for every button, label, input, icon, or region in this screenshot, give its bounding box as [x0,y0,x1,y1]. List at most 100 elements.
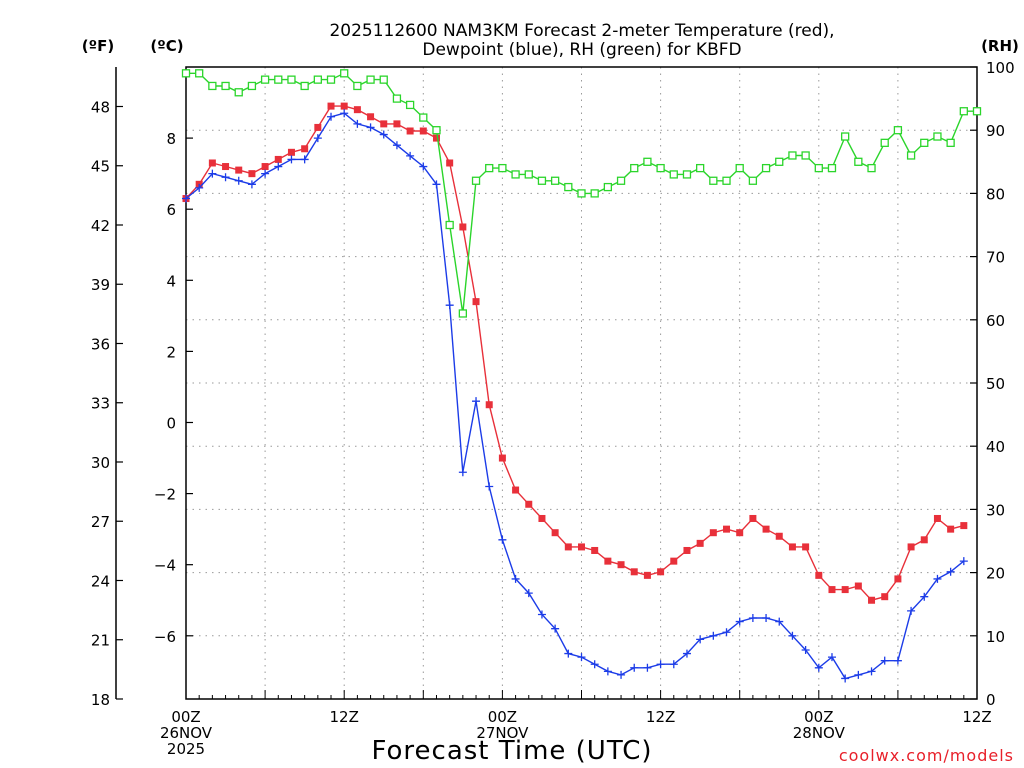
rh-point [630,163,639,173]
dewpoint-point [392,141,401,150]
dewpoint-point [617,670,626,679]
rh-point [340,69,349,78]
temperature-point [933,514,941,522]
temperature-point [459,223,467,231]
rh-point [471,176,481,185]
celsius-tick-label: 8 [166,130,176,148]
dewpoint-point [221,173,230,182]
dewpoint-point [498,535,507,544]
temperature-point [261,163,269,171]
rh-point [537,176,547,185]
dewpoint-point [353,119,362,128]
rh-point [880,138,889,147]
rh-point [643,157,652,166]
dewpoint-point [696,635,705,644]
rh-point [287,75,296,84]
temperature-point [472,298,480,306]
dewpoint-point [656,660,665,669]
temperature-point [446,159,454,167]
rh-tick-label: 60 [986,312,1005,330]
temperature-point [367,113,375,121]
fahrenheit-tick-label: 42 [91,217,110,235]
rh-point [854,157,863,166]
rh-point [656,163,665,173]
rh-point [208,81,217,91]
dewpoint-point [537,610,546,619]
rh-point [379,75,388,84]
source-credit: coolwx.com/models [839,746,1014,765]
rh-point [221,81,230,91]
rh-point [498,163,507,173]
temperature-point [881,593,889,601]
rh-point [181,69,191,78]
rh-point [959,107,968,116]
rh-point [260,75,270,84]
rh-point [577,189,586,198]
temperature-point [235,166,243,174]
rh-point [709,176,718,185]
rh-point [775,157,784,166]
dewpoint-point [195,183,204,192]
dewpoint-point [920,592,929,601]
temperature-point [657,568,665,576]
temperature-point [920,536,928,544]
dewpoint-point [735,617,744,626]
temperature-point [947,525,955,533]
temperature-point [551,529,559,537]
temperature-point [498,454,506,462]
rh-point [920,138,929,147]
dewpoint-point [432,180,441,189]
temperature-point [380,120,388,128]
x-tick-label: 12Z [962,708,991,726]
rh-point [722,176,731,185]
temperature-point [960,522,968,530]
celsius-tick-label: 0 [166,414,176,432]
temperature-line [185,105,964,601]
rh-point [366,75,375,84]
dewpoint-point [709,631,718,640]
x-axis-title: Forecast Time (UTC) [371,736,652,766]
rh-point [603,182,613,192]
temperature-point [248,170,256,178]
dewpoint-point [182,194,190,203]
temperature-point [564,543,572,551]
rh-point [432,126,441,135]
temperature-point [762,525,770,533]
rh-point [234,88,243,97]
rh-point [300,81,309,91]
temperature-point [868,596,876,604]
dewpoint-point [524,589,533,598]
fahrenheit-tick-label: 24 [91,572,110,590]
rh-tick-label: 90 [986,122,1005,140]
rh-point [814,163,823,173]
rh-point [195,69,204,78]
celsius-tick-label: 4 [166,272,176,290]
rh-tick-label: 100 [986,59,1015,77]
rh-point [616,176,626,185]
chart-title-line-2: Dewpoint (blue), RH (green) for KBFD [422,40,741,60]
dewpoint-point [445,301,454,310]
celsius-tick-label: −2 [154,486,176,504]
dewpoint-point [340,109,349,118]
celsius-tick-label: −4 [154,557,176,575]
rh-tick-label: 40 [986,438,1005,456]
celsius-tick-label: −6 [154,628,176,646]
temperature-point [643,571,651,579]
rh-point [696,163,705,173]
rh-tick-label: 0 [986,691,996,709]
dewpoint-point [867,667,876,676]
dewpoint-point [959,557,968,566]
temperature-point [815,571,823,579]
temperature-point [670,557,678,565]
dewpoint-point [485,482,494,491]
fahrenheit-unit-label: (ºF) [82,37,114,55]
rh-point [550,176,560,185]
temperature-point [591,546,599,554]
temperature-point [287,148,295,156]
dewpoint-point [287,155,296,164]
rh-point [590,189,599,198]
temperature-point [314,123,322,131]
x-tick-label: 00Z [804,708,833,726]
dewpoint-point [788,631,797,640]
dewpoint-point [472,397,481,406]
